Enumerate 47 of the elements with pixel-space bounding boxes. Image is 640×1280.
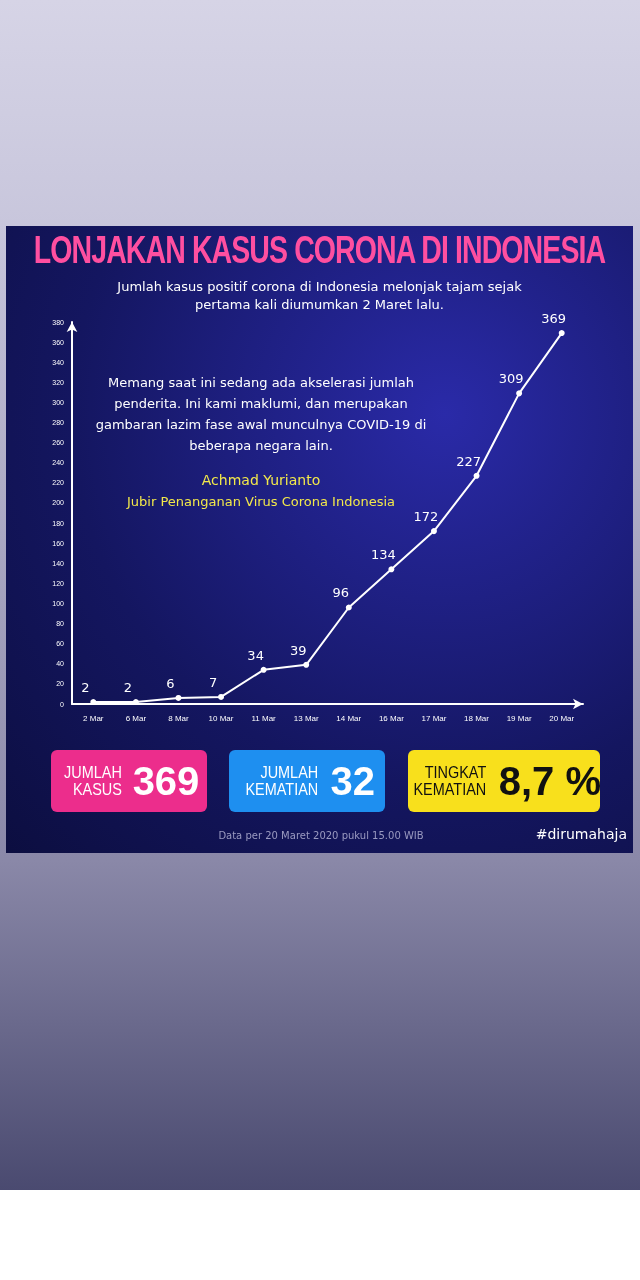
x-tick-label: 10 Mar (208, 713, 234, 723)
point (303, 661, 310, 668)
point (175, 694, 182, 701)
data-label: 2 (81, 679, 90, 695)
data-label: 39 (289, 642, 307, 658)
x-tick-label: 8 Mar (168, 713, 190, 723)
text: JUMLAH KEMATIAN (245, 763, 319, 799)
text: TINGKAT KEMATIAN (413, 763, 487, 799)
data-label: 7 (208, 674, 218, 690)
x-tick-label: 19 Mar (506, 713, 532, 723)
point (430, 528, 437, 535)
chart-subtitle: Jumlah kasus positif corona di Indonesia melonjak tajam sejak pertama kali diumumkan 2 Maret lalu. (115, 278, 523, 314)
point (473, 472, 480, 479)
data-label: 2 (123, 679, 133, 695)
x-tick-label: 17 Mar (421, 713, 447, 723)
x-tick-label: 13 Mar (293, 713, 319, 723)
point (260, 666, 267, 673)
x-tick-label: 16 Mar (378, 713, 405, 723)
point (558, 330, 565, 337)
x-tick-label: 11 Mar (251, 713, 277, 723)
data-label: 134 (370, 547, 396, 563)
annotation: Jubir Penanganan Virus Corona Indonesia (125, 494, 396, 509)
data-label: 309 (498, 371, 524, 387)
point (388, 566, 395, 573)
x-tick-label: 6 Mar (125, 713, 147, 723)
x-tick-label: 14 Mar (336, 713, 362, 723)
text: Data per 20 Maret 2020 pukul 15.00 WIB (217, 830, 425, 841)
data-label: 227 (456, 453, 481, 469)
data-label: 172 (413, 509, 439, 525)
data-label: 6 (166, 675, 175, 691)
x-tick-label: 20 Mar (549, 713, 575, 723)
text: #dirumahaja (535, 826, 627, 842)
text: 8,7 % (498, 758, 601, 804)
point (218, 693, 225, 700)
x-tick-label: 18 Mar (464, 713, 490, 723)
point (345, 604, 352, 611)
data-label: 369 (541, 311, 567, 327)
annotation: Memang saat ini sedang ada akselerasi jumlah penderita. Ini kami maklumi, dan merupakan gambaran lazim fase awal munculnya COVID-19 di beberapa negara lain. (94, 374, 428, 455)
point (516, 390, 523, 397)
annotation: Achmad Yurianto (200, 472, 322, 488)
text: JUMLAH KASUS (63, 763, 122, 799)
text: 369 (132, 758, 200, 804)
chart-title: LONJAKAN KASUS CORONA DI INDONESIA (32, 227, 607, 273)
text: 32 (330, 758, 376, 804)
data-label: 96 (332, 585, 350, 601)
data-label: 34 (247, 647, 264, 663)
x-tick-label: 2 Mar (83, 713, 104, 723)
